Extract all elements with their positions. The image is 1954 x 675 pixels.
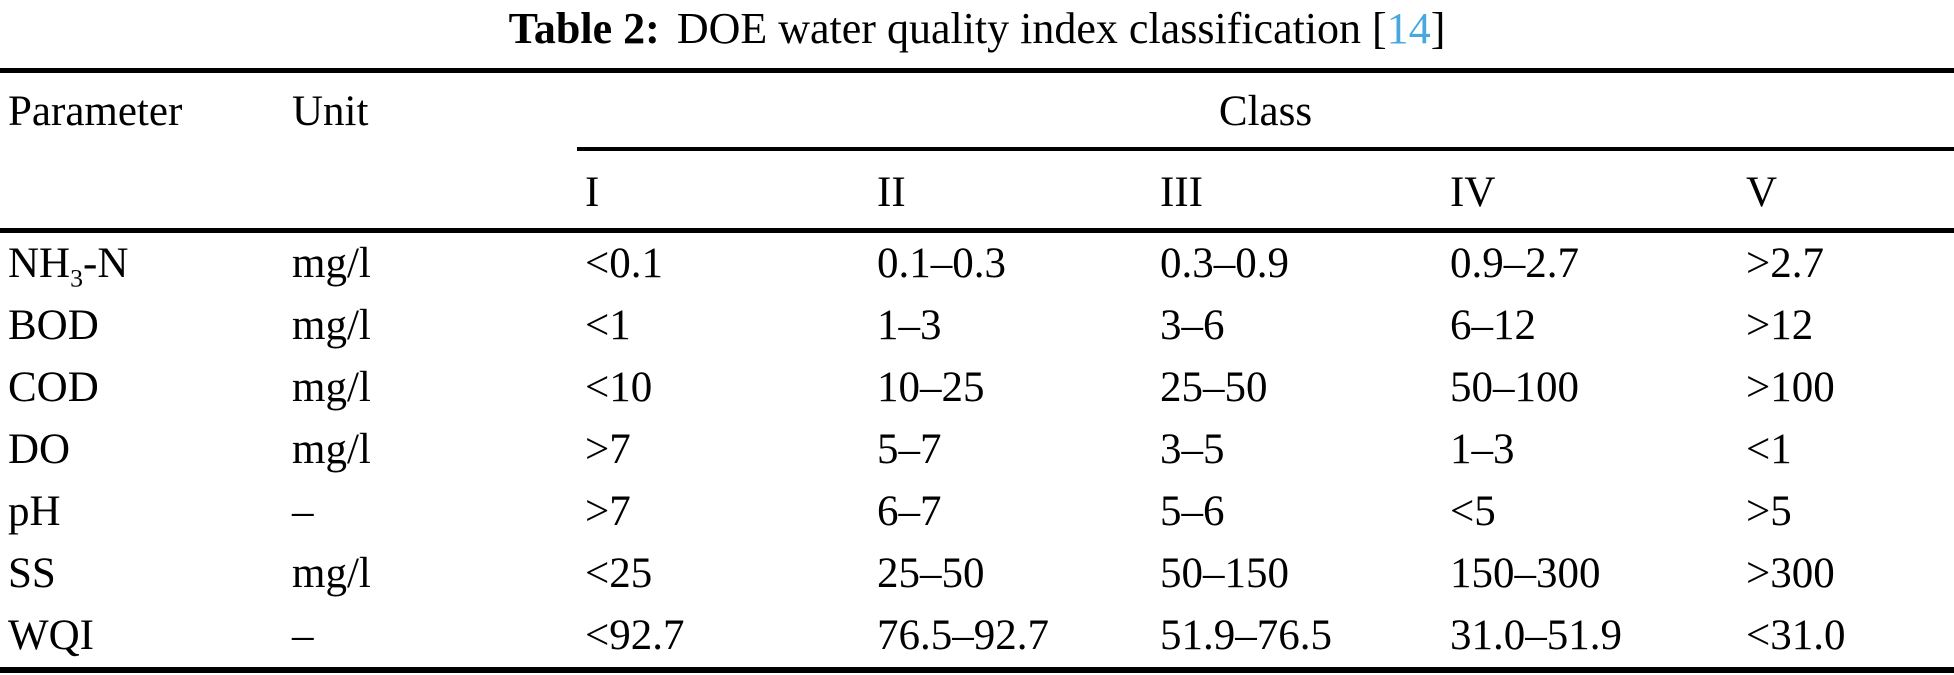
- parameter-cell: NH3-N: [8, 240, 129, 293]
- class-value-cell: 0.9–2.7: [1450, 240, 1579, 287]
- parameter-cell: SS: [8, 550, 56, 597]
- citation-bracket-close: ]: [1430, 3, 1446, 53]
- class-value-cell: <1: [585, 302, 631, 349]
- unit-cell: mg/l: [292, 364, 371, 411]
- parameter-cell: pH: [8, 488, 61, 535]
- class-value-cell: >2.7: [1746, 240, 1825, 287]
- class-value-cell: >7: [585, 426, 631, 473]
- unit-cell: mg/l: [292, 240, 371, 287]
- unit-cell: –: [292, 612, 314, 659]
- column-header-class-3: III: [1152, 151, 1442, 233]
- class-value-cell: 1–3: [877, 302, 942, 349]
- class-value-cell: <92.7: [585, 612, 685, 659]
- class-value-cell: 6–12: [1450, 302, 1536, 349]
- class-value-cell: 5–7: [877, 426, 942, 473]
- class-value-cell: 3–6: [1160, 302, 1225, 349]
- unit-cell: mg/l: [292, 302, 371, 349]
- parameter-cell: BOD: [8, 302, 99, 349]
- column-header-unit: Unit: [284, 73, 577, 233]
- class-value-cell: 10–25: [877, 364, 985, 411]
- unit-cell: mg/l: [292, 550, 371, 597]
- citation-link[interactable]: 14: [1386, 3, 1431, 53]
- column-header-class-2: II: [869, 151, 1152, 233]
- citation: [14]: [1372, 3, 1445, 54]
- class-value-cell: 50–100: [1450, 364, 1579, 411]
- class-value-cell: <5: [1450, 488, 1496, 535]
- class-value-cell: >300: [1746, 550, 1835, 597]
- column-header-class-4: IV: [1442, 151, 1738, 233]
- class-value-cell: >5: [1746, 488, 1792, 535]
- class-value-cell: >100: [1746, 364, 1835, 411]
- column-header-class-group: Class: [577, 73, 1954, 151]
- parameter-cell: DO: [8, 426, 71, 473]
- class-value-cell: 31.0–51.9: [1450, 612, 1622, 659]
- column-header-class-1: I: [577, 151, 869, 233]
- class-value-cell: <25: [585, 550, 653, 597]
- class-value-cell: 3–5: [1160, 426, 1225, 473]
- table-caption-text: DOE water quality index classification: [676, 3, 1362, 53]
- citation-bracket-open: [: [1372, 3, 1387, 53]
- column-header-parameter: Parameter: [0, 73, 284, 233]
- parameter-cell: COD: [8, 364, 99, 411]
- class-value-cell: 50–150: [1160, 550, 1289, 597]
- column-header-class-5: V: [1738, 151, 1954, 233]
- class-value-cell: >7: [585, 488, 631, 535]
- class-value-cell: 150–300: [1450, 550, 1601, 597]
- class-value-cell: 6–7: [877, 488, 942, 535]
- class-value-cell: 0.3–0.9: [1160, 240, 1289, 287]
- class-value-cell: <0.1: [585, 240, 664, 287]
- table-caption: Table 2: DOE water quality index classif…: [0, 0, 1954, 68]
- unit-cell: –: [292, 488, 314, 535]
- doe-wqi-classification-table: Parameter Unit Class I II III IV V NH3-N…: [0, 68, 1954, 673]
- class-value-cell: 1–3: [1450, 426, 1515, 473]
- class-value-cell: 25–50: [1160, 364, 1268, 411]
- class-value-cell: 51.9–76.5: [1160, 612, 1332, 659]
- class-value-cell: 25–50: [877, 550, 985, 597]
- table-caption-label: Table 2:: [508, 3, 660, 53]
- unit-cell: mg/l: [292, 426, 371, 473]
- class-value-cell: >12: [1746, 302, 1814, 349]
- class-value-cell: 5–6: [1160, 488, 1225, 535]
- class-value-cell: <10: [585, 364, 653, 411]
- class-value-cell: 76.5–92.7: [877, 612, 1049, 659]
- class-value-cell: 0.1–0.3: [877, 240, 1006, 287]
- class-value-cell: <1: [1746, 426, 1792, 473]
- parameter-cell: WQI: [8, 612, 94, 659]
- class-value-cell: <31.0: [1746, 612, 1846, 659]
